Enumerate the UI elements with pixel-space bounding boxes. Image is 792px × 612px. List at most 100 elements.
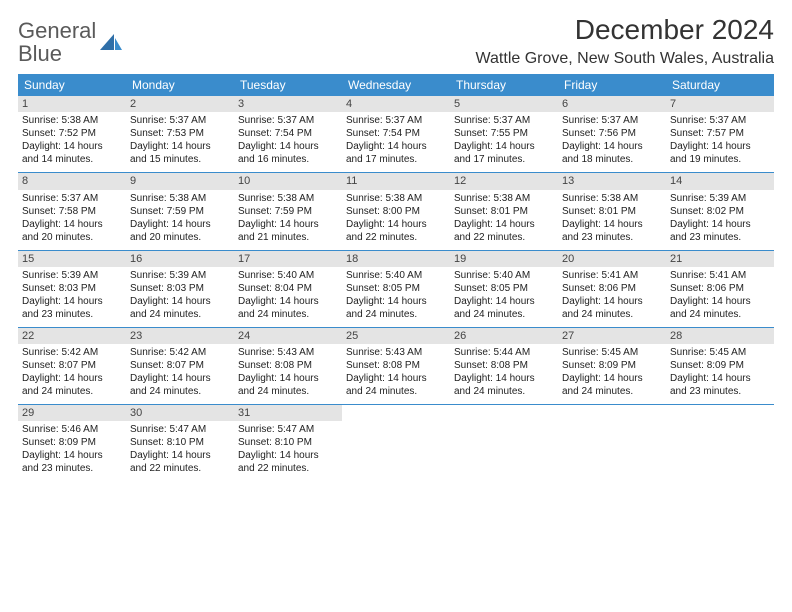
day-number: 11 (342, 173, 450, 189)
logo-word1: General (18, 18, 96, 43)
day-detail: Sunrise: 5:37 AMSunset: 7:55 PMDaylight:… (454, 114, 554, 166)
day-detail: Sunrise: 5:38 AMSunset: 7:59 PMDaylight:… (238, 192, 338, 244)
calendar-table: SundayMondayTuesdayWednesdayThursdayFrid… (18, 74, 774, 481)
weekday-header: Sunday (18, 74, 126, 96)
day-detail: Sunrise: 5:40 AMSunset: 8:05 PMDaylight:… (454, 269, 554, 321)
day-cell: 11 Sunrise: 5:38 AMSunset: 8:00 PMDayligh… (342, 173, 450, 250)
day-detail: Sunrise: 5:42 AMSunset: 8:07 PMDaylight:… (22, 346, 122, 398)
day-detail: Sunrise: 5:41 AMSunset: 8:06 PMDaylight:… (670, 269, 770, 321)
day-cell: 25 Sunrise: 5:43 AMSunset: 8:08 PMDayligh… (342, 327, 450, 404)
empty-cell (450, 405, 558, 482)
day-detail: Sunrise: 5:39 AMSunset: 8:03 PMDaylight:… (130, 269, 230, 321)
day-number: 26 (450, 328, 558, 344)
day-cell: 17 Sunrise: 5:40 AMSunset: 8:04 PMDayligh… (234, 250, 342, 327)
day-cell: 22 Sunrise: 5:42 AMSunset: 8:07 PMDayligh… (18, 327, 126, 404)
day-detail: Sunrise: 5:43 AMSunset: 8:08 PMDaylight:… (238, 346, 338, 398)
day-cell: 27Sunrise: 5:45 AMSunset: 8:09 PMDayligh… (558, 327, 666, 404)
day-number: 13 (558, 173, 666, 189)
header-row: General Blue December 2024 Wattle Grove,… (18, 14, 774, 68)
empty-cell (558, 405, 666, 482)
day-cell: 30 Sunrise: 5:47 AMSunset: 8:10 PMDayligh… (126, 405, 234, 482)
day-detail: Sunrise: 5:37 AMSunset: 7:53 PMDaylight:… (130, 114, 230, 166)
weekday-header: Friday (558, 74, 666, 96)
day-number: 8 (18, 173, 126, 189)
calendar-row: 8 Sunrise: 5:37 AMSunset: 7:58 PMDaylight… (18, 173, 774, 250)
day-cell: 8 Sunrise: 5:37 AMSunset: 7:58 PMDaylight… (18, 173, 126, 250)
day-cell: 21 Sunrise: 5:41 AMSunset: 8:06 PMDayligh… (666, 250, 774, 327)
day-detail: Sunrise: 5:37 AMSunset: 7:58 PMDaylight:… (22, 192, 122, 244)
calendar-page: General Blue December 2024 Wattle Grove,… (0, 0, 792, 495)
weekday-header: Thursday (450, 74, 558, 96)
day-cell: 4 Sunrise: 5:37 AMSunset: 7:54 PMDaylight… (342, 96, 450, 173)
calendar-body: 1Sunrise: 5:38 AMSunset: 7:52 PMDaylight… (18, 96, 774, 481)
day-number: 6 (558, 96, 666, 112)
day-cell: 12Sunrise: 5:38 AMSunset: 8:01 PMDayligh… (450, 173, 558, 250)
day-number: 2 (126, 96, 234, 112)
day-number: 29 (18, 405, 126, 421)
weekday-header: Monday (126, 74, 234, 96)
day-detail: Sunrise: 5:45 AMSunset: 8:09 PMDaylight:… (670, 346, 770, 398)
day-number: 22 (18, 328, 126, 344)
day-number: 3 (234, 96, 342, 112)
weekday-header: Saturday (666, 74, 774, 96)
day-cell: 28 Sunrise: 5:45 AMSunset: 8:09 PMDayligh… (666, 327, 774, 404)
day-cell: 7 Sunrise: 5:37 AMSunset: 7:57 PMDaylight… (666, 96, 774, 173)
day-cell: 2 Sunrise: 5:37 AMSunset: 7:53 PMDaylight… (126, 96, 234, 173)
day-detail: Sunrise: 5:45 AMSunset: 8:09 PMDaylight:… (562, 346, 662, 398)
logo-word2: Blue (18, 41, 62, 66)
day-number: 19 (450, 251, 558, 267)
day-cell: 14Sunrise: 5:39 AMSunset: 8:02 PMDayligh… (666, 173, 774, 250)
page-title: December 2024 (476, 14, 774, 46)
day-number: 28 (666, 328, 774, 344)
day-number: 18 (342, 251, 450, 267)
day-detail: Sunrise: 5:42 AMSunset: 8:07 PMDaylight:… (130, 346, 230, 398)
day-cell: 20Sunrise: 5:41 AMSunset: 8:06 PMDayligh… (558, 250, 666, 327)
day-detail: Sunrise: 5:40 AMSunset: 8:05 PMDaylight:… (346, 269, 446, 321)
day-detail: Sunrise: 5:46 AMSunset: 8:09 PMDaylight:… (22, 423, 122, 475)
day-number: 1 (18, 96, 126, 112)
logo: General Blue (18, 14, 122, 66)
day-detail: Sunrise: 5:37 AMSunset: 7:57 PMDaylight:… (670, 114, 770, 166)
day-number: 12 (450, 173, 558, 189)
day-number: 5 (450, 96, 558, 112)
day-detail: Sunrise: 5:43 AMSunset: 8:08 PMDaylight:… (346, 346, 446, 398)
day-detail: Sunrise: 5:47 AMSunset: 8:10 PMDaylight:… (130, 423, 230, 475)
calendar-row: 22Sunrise: 5:42 AMSunset: 8:07 PMDayligh… (18, 327, 774, 404)
day-number: 7 (666, 96, 774, 112)
location-label: Wattle Grove, New South Wales, Australia (476, 50, 774, 68)
day-detail: Sunrise: 5:47 AMSunset: 8:10 PMDaylight:… (238, 423, 338, 475)
day-cell: 26Sunrise: 5:44 AMSunset: 8:08 PMDayligh… (450, 327, 558, 404)
day-detail: Sunrise: 5:37 AMSunset: 7:54 PMDaylight:… (346, 114, 446, 166)
day-number: 24 (234, 328, 342, 344)
day-detail: Sunrise: 5:38 AMSunset: 7:59 PMDaylight:… (130, 192, 230, 244)
day-number: 20 (558, 251, 666, 267)
day-detail: Sunrise: 5:37 AMSunset: 7:54 PMDaylight:… (238, 114, 338, 166)
day-number: 25 (342, 328, 450, 344)
title-block: December 2024 Wattle Grove, New South Wa… (476, 14, 774, 68)
day-cell: 5 Sunrise: 5:37 AMSunset: 7:55 PMDaylight… (450, 96, 558, 173)
calendar-row: 29 Sunrise: 5:46 AMSunset: 8:09 PMDayligh… (18, 405, 774, 482)
day-detail: Sunrise: 5:38 AMSunset: 8:00 PMDaylight:… (346, 192, 446, 244)
day-number: 30 (126, 405, 234, 421)
day-cell: 6Sunrise: 5:37 AMSunset: 7:56 PMDaylight… (558, 96, 666, 173)
day-number: 10 (234, 173, 342, 189)
calendar-thead: SundayMondayTuesdayWednesdayThursdayFrid… (18, 74, 774, 96)
day-number: 21 (666, 251, 774, 267)
day-detail: Sunrise: 5:40 AMSunset: 8:04 PMDaylight:… (238, 269, 338, 321)
day-cell: 13 Sunrise: 5:38 AMSunset: 8:01 PMDayligh… (558, 173, 666, 250)
day-cell: 23Sunrise: 5:42 AMSunset: 8:07 PMDayligh… (126, 327, 234, 404)
day-cell: 9Sunrise: 5:38 AMSunset: 7:59 PMDaylight… (126, 173, 234, 250)
day-cell: 18 Sunrise: 5:40 AMSunset: 8:05 PMDayligh… (342, 250, 450, 327)
empty-cell (666, 405, 774, 482)
day-cell: 3 Sunrise: 5:37 AMSunset: 7:54 PMDaylight… (234, 96, 342, 173)
day-number: 14 (666, 173, 774, 189)
weekday-header: Tuesday (234, 74, 342, 96)
day-cell: 24 Sunrise: 5:43 AMSunset: 8:08 PMDayligh… (234, 327, 342, 404)
calendar-row: 15Sunrise: 5:39 AMSunset: 8:03 PMDayligh… (18, 250, 774, 327)
day-number: 31 (234, 405, 342, 421)
day-detail: Sunrise: 5:38 AMSunset: 8:01 PMDaylight:… (562, 192, 662, 244)
day-number: 4 (342, 96, 450, 112)
day-number: 17 (234, 251, 342, 267)
day-number: 15 (18, 251, 126, 267)
day-cell: 16Sunrise: 5:39 AMSunset: 8:03 PMDayligh… (126, 250, 234, 327)
